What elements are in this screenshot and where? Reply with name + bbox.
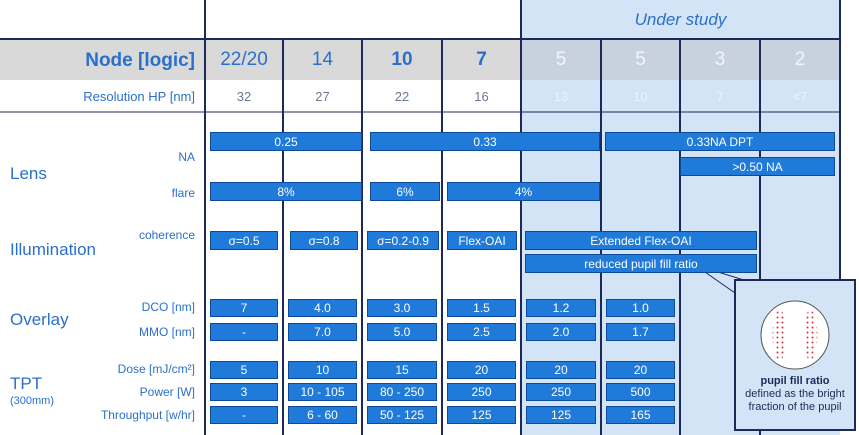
bar: 4% xyxy=(447,182,600,201)
bar: 3.0 xyxy=(367,299,437,317)
node-bg xyxy=(0,40,521,80)
bar: 0.33NA DPT xyxy=(605,132,835,151)
bar: - xyxy=(210,323,278,341)
bar: - xyxy=(210,406,278,424)
bar: Extended Flex-OAI xyxy=(525,231,757,250)
resolution-value: 13 xyxy=(553,89,569,104)
node-value: 5 xyxy=(555,49,567,70)
under-study: Under study xyxy=(634,10,727,29)
resolution-value: 32 xyxy=(236,89,252,104)
bar: 10 - 105 xyxy=(288,383,357,401)
resolution-value: 16 xyxy=(474,89,489,104)
bar: >0.50 NA xyxy=(680,157,835,176)
bar: 3 xyxy=(210,383,278,401)
bar: 250 xyxy=(447,383,516,401)
bar: 2.0 xyxy=(526,323,596,341)
bar: 50 - 125 xyxy=(367,406,437,424)
section-label: Lens xyxy=(10,164,47,183)
row-label: coherence xyxy=(138,228,195,242)
bar: reduced pupil fill ratio xyxy=(525,254,757,273)
bar: 20 xyxy=(606,361,675,379)
row-label: MMO [nm] xyxy=(139,325,195,339)
bar: σ=0.8 xyxy=(290,231,358,250)
bar: 0.25 xyxy=(210,132,362,151)
bar: σ=0.5 xyxy=(210,231,278,250)
bar: 1.5 xyxy=(447,299,516,317)
bar: 80 - 250 xyxy=(367,383,437,401)
callout-text: defined as the bright fraction of the pu… xyxy=(745,388,845,413)
callout-title: pupil fill ratio xyxy=(760,375,830,387)
bar: 8% xyxy=(210,182,362,201)
resolution-value: 22 xyxy=(394,89,410,104)
resolution-value: 7 xyxy=(716,89,724,104)
row-label: flare xyxy=(171,186,195,200)
bar: 15 xyxy=(367,361,437,379)
bar: 10 xyxy=(288,361,357,379)
row-label: Throughput [w/hr] xyxy=(100,408,195,422)
bar: 165 xyxy=(606,406,675,424)
bar: 6% xyxy=(370,182,440,201)
bar: 2.5 xyxy=(447,323,516,341)
resolution-value: 10 xyxy=(633,89,648,104)
bar: σ=0.2-0.9 xyxy=(367,231,439,250)
bar: 6 - 60 xyxy=(288,406,357,424)
pupil xyxy=(760,300,830,370)
section-label: TPT xyxy=(10,374,43,393)
bar: 125 xyxy=(526,406,596,424)
bar: 250 xyxy=(526,383,596,401)
node-value: 3 xyxy=(714,49,726,70)
row-label: Resolution HP [nm] xyxy=(83,89,195,104)
node-value: 5 xyxy=(635,49,646,70)
row-label: Dose [mJ/cm²] xyxy=(117,362,195,376)
section-label: Illumination xyxy=(10,240,96,259)
resolution-value: <7 xyxy=(792,89,808,104)
row-label: DCO [nm] xyxy=(141,300,195,314)
row-label: Power [W] xyxy=(139,385,195,399)
bar: 20 xyxy=(447,361,516,379)
bar: 7 xyxy=(210,299,278,317)
node-value: 10 xyxy=(391,49,413,70)
bar: 0.33 xyxy=(370,132,600,151)
bar: 1.7 xyxy=(606,323,675,341)
node-value: 14 xyxy=(311,49,334,70)
bar: 1.0 xyxy=(606,299,675,317)
node-value: 22/20 xyxy=(220,49,268,70)
node-value: 7 xyxy=(476,49,487,70)
bar: 7.0 xyxy=(288,323,357,341)
bar: Flex-OAI xyxy=(447,231,517,250)
bar: 4.0 xyxy=(288,299,357,317)
bar: 5.0 xyxy=(367,323,437,341)
section-sublabel: (300mm) xyxy=(10,395,55,407)
resolution-value: 27 xyxy=(315,89,330,104)
bar: 20 xyxy=(526,361,596,379)
node-value: 2 xyxy=(794,49,806,70)
bar: 125 xyxy=(447,406,516,424)
section-label: Overlay xyxy=(10,310,69,329)
bar: 500 xyxy=(606,383,675,401)
row-label: Node [logic] xyxy=(85,50,195,71)
bar: 1.2 xyxy=(526,299,596,317)
bar: 5 xyxy=(210,361,278,379)
row-label: NA xyxy=(178,150,195,164)
